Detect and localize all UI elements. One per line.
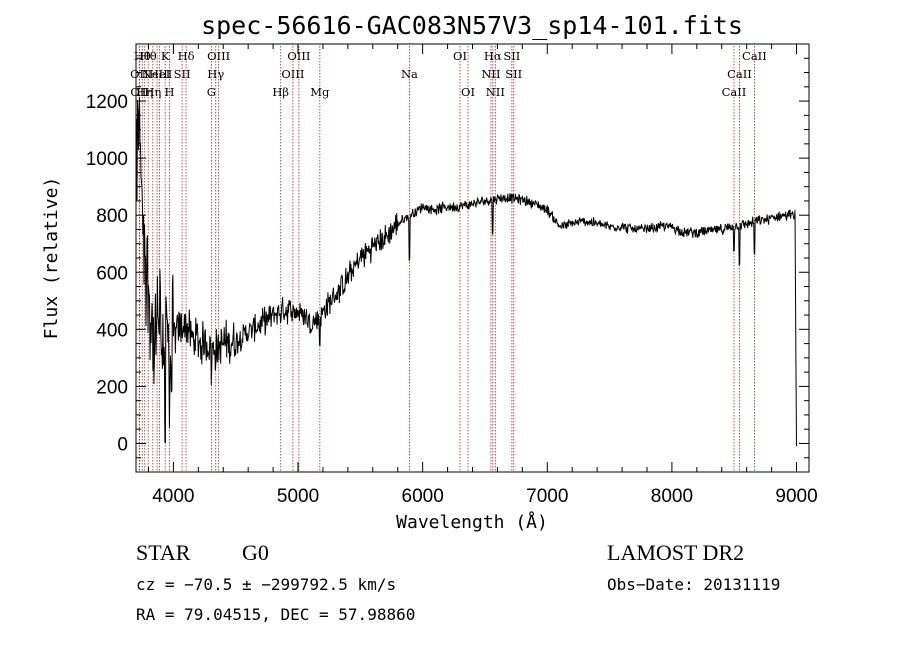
spectral-line-label: OI	[453, 49, 467, 63]
spectral-line-label: SII	[505, 67, 522, 81]
x-tick-label: 9000	[775, 486, 817, 507]
y-tick-label: 1000	[86, 149, 128, 170]
spectral-line-label: Hη	[136, 85, 153, 99]
y-tick-label: 600	[96, 263, 128, 284]
spectral-line-label: OII	[130, 67, 149, 81]
spectral-line-label: Na	[401, 67, 418, 81]
y-tick-label: 400	[96, 320, 128, 341]
y-axis-label: Flux (relative)	[41, 177, 62, 340]
spectral-line-label: HeI	[149, 67, 170, 81]
spectral-line-label: Hβ	[272, 85, 289, 99]
spectral-line-label: Hα	[484, 49, 502, 63]
spectral-line-label: H	[165, 85, 175, 99]
x-tick-label: 7000	[526, 486, 568, 507]
emission-lines-layer	[138, 46, 755, 472]
spectral-line-label: NeIII	[142, 67, 173, 81]
x-axis-label: Wavelength (Å)	[396, 511, 548, 533]
spectral-line-label: Mg	[310, 85, 330, 99]
spectral-line-label: OIII	[207, 49, 230, 63]
spectral-line-label: Hθ	[134, 49, 151, 63]
spectral-line-label: OII	[130, 85, 149, 99]
x-tick-label: 8000	[651, 486, 693, 507]
chart-title: spec-56616-GAC083N57V3_sp14-101.fits	[201, 11, 743, 40]
y-axis: 0 200 400 600 800 1000 1200	[86, 57, 809, 473]
spectral-line-label: OI	[461, 85, 475, 99]
spectrum-line	[135, 96, 797, 447]
y-tick-label: 800	[96, 206, 128, 227]
spectral-line-label: Hη	[144, 85, 161, 99]
redshift-info: cz = −70.5 ± −299792.5 km/s	[136, 575, 396, 594]
spectral-line-label: Hγ	[207, 67, 224, 81]
spectral-line-label: Hδ	[178, 49, 195, 63]
spectral-line-label: NII	[481, 67, 500, 81]
spectral-line-label: K	[161, 49, 170, 63]
y-tick-label: 1200	[86, 92, 128, 113]
object-class: STAR	[136, 540, 191, 565]
spectrum-layer	[135, 96, 797, 447]
x-axis: 4000 5000 6000 7000 8000 9000	[147, 44, 818, 507]
spectral-line-label: SII	[503, 49, 520, 63]
x-tick-label: 6000	[402, 486, 444, 507]
x-tick-label: 4000	[152, 486, 194, 507]
coordinates: RA = 79.04515, DEC = 57.98860	[136, 605, 415, 624]
survey-name: LAMOST DR2	[607, 540, 744, 565]
obs-date: Obs−Date: 20131119	[607, 575, 780, 594]
x-tick-label: 5000	[277, 486, 319, 507]
spectral-line-label: NII	[486, 85, 505, 99]
spectral-line-label: G	[207, 85, 216, 99]
spectral-line-label: CaII	[742, 49, 767, 63]
spectral-line-label: SII	[174, 67, 191, 81]
y-tick-label: 0	[117, 434, 128, 455]
spectral-line-label: OIII	[281, 67, 304, 81]
y-tick-label: 200	[96, 377, 128, 398]
object-subclass: G0	[242, 540, 269, 565]
spectral-line-label: OIII	[287, 49, 310, 63]
spectral-line-label: CaII	[722, 85, 747, 99]
plot-frame	[135, 43, 810, 473]
spectral-line-label: Hθ	[140, 49, 157, 63]
spectral-line-label: CaII	[727, 67, 752, 81]
